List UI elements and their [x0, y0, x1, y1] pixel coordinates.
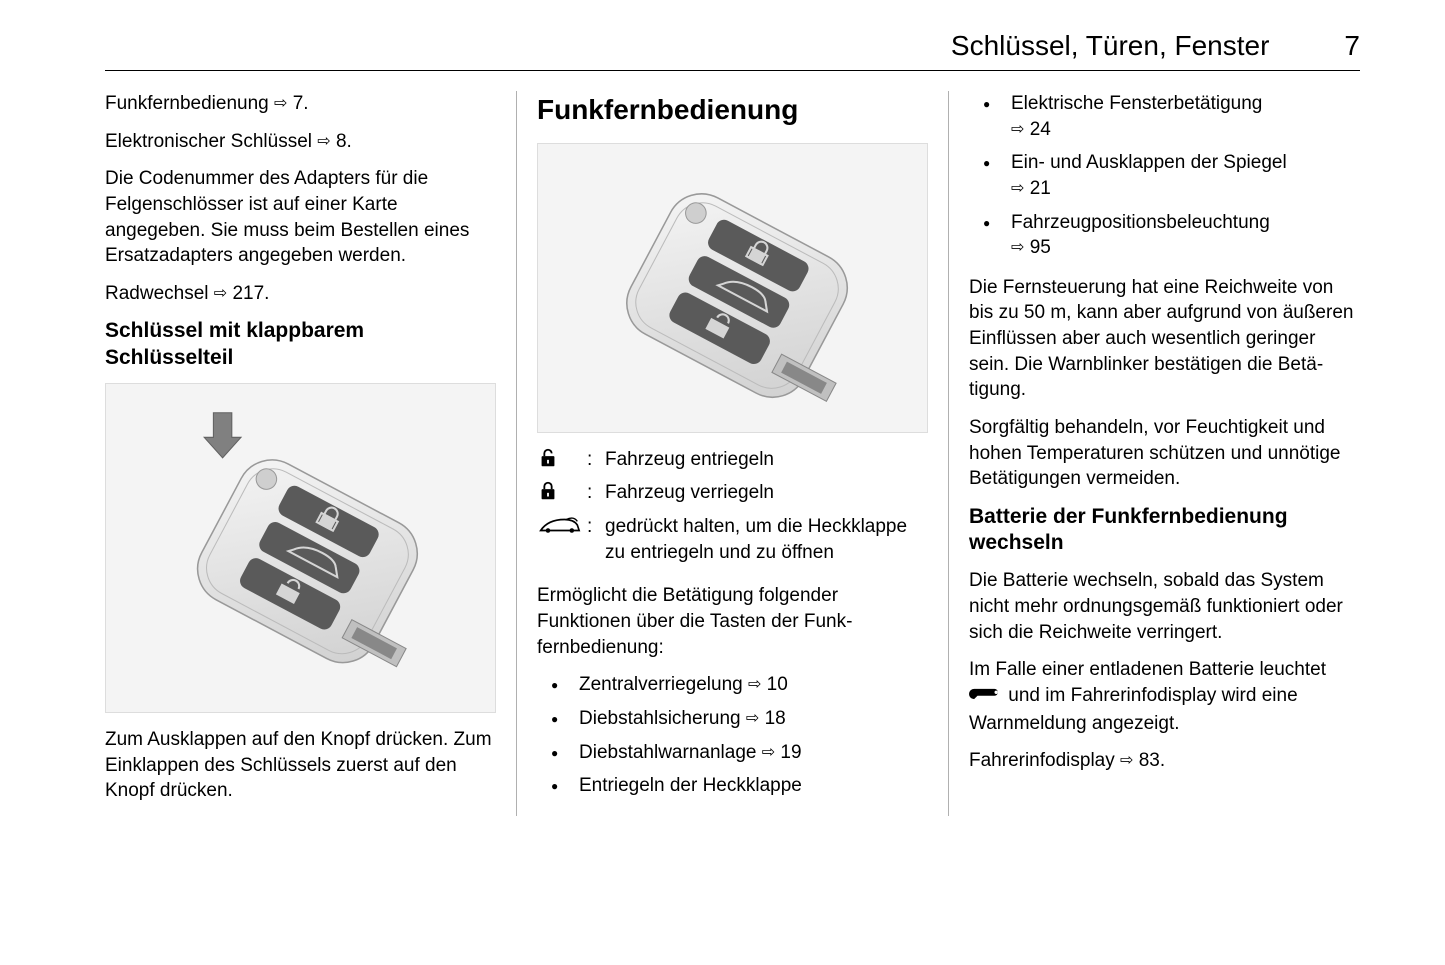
- para-care: Sorgfältig behandeln, vor Feuchtig­keit …: [969, 415, 1360, 492]
- para-electronic-key-ref: Elektronischer Schlüssel ⇨ 8.: [105, 129, 496, 155]
- key-fob-illustration-2: [538, 144, 927, 432]
- bullet-theft-deterrent: Diebstahlsicherung ⇨ 18: [537, 706, 928, 732]
- para-code-number: Die Codenummer des Adapters für die Felg…: [105, 166, 496, 269]
- header-title: Schlüssel, Türen, Fenster: [951, 30, 1270, 62]
- wrench-icon: [969, 685, 1003, 711]
- content-columns: Funkfernbedienung ⇨ 7. Elektronischer Sc…: [105, 91, 1360, 816]
- para-discharged-battery: Im Falle einer entladenen Batterie leuch…: [969, 657, 1360, 736]
- para-driver-display-ref: Fahrerinfodisplay ⇨ 83.: [969, 748, 1360, 774]
- ref-arrow-icon: ⇨: [762, 742, 775, 764]
- figure-flip-key: [105, 383, 496, 713]
- para-range: Die Fernsteuerung hat eine Reich­weite v…: [969, 275, 1360, 403]
- column-1: Funkfernbedienung ⇨ 7. Elektronischer Sc…: [105, 91, 514, 816]
- tailgate-icon: [537, 514, 587, 569]
- key-fob-illustration: [106, 384, 495, 712]
- figure-remote-key: [537, 143, 928, 433]
- legend-unlock-text: Fahrzeug entriegeln: [605, 447, 928, 481]
- ref-arrow-icon: ⇨: [748, 674, 761, 696]
- column-divider: [516, 91, 517, 816]
- bullet-mirrors: Ein- und Ausklappen der Spiegel ⇨ 21: [969, 150, 1360, 201]
- legend-tailgate-text: gedrückt halten, um die Heckklappe zu en…: [605, 514, 928, 569]
- header-page-number: 7: [1344, 30, 1360, 62]
- ref-arrow-icon: ⇨: [1120, 750, 1133, 772]
- press-arrow-icon: [204, 413, 241, 458]
- heading-flip-key: Schlüssel mit klappbarem Schlüsselteil: [105, 318, 496, 371]
- bullet-position-lights: Fahrzeugpositionsbeleuchtung ⇨ 95: [969, 210, 1360, 261]
- para-remote-ref: Funkfernbedienung ⇨ 7.: [105, 91, 496, 117]
- bullet-tailgate-unlock: Entriegeln der Heckklappe: [537, 773, 928, 799]
- bullet-alarm: Diebstahlwarnanlage ⇨ 19: [537, 740, 928, 766]
- heading-remote-control: Funkfernbedienung: [537, 91, 928, 129]
- para-replace-battery: Die Batterie wechseln, sobald das System…: [969, 568, 1360, 645]
- bullet-windows: Elektrische Fensterbetätigung ⇨ 24: [969, 91, 1360, 142]
- ref-arrow-icon: ⇨: [1011, 237, 1024, 259]
- para-flip-instructions: Zum Ausklappen auf den Knopf drücken. Zu…: [105, 727, 496, 804]
- unlock-icon: [537, 447, 587, 481]
- column-2: Funkfernbedienung: [519, 91, 946, 816]
- lock-icon: [537, 480, 587, 514]
- bullet-central-locking: Zentralverriegelung ⇨ 10: [537, 672, 928, 698]
- function-list-cont: Elektrische Fensterbetätigung ⇨ 24 Ein- …: [969, 91, 1360, 261]
- ref-arrow-icon: ⇨: [214, 283, 227, 305]
- para-functions-intro: Ermöglicht die Betätigung folgender Funk…: [537, 583, 928, 660]
- ref-arrow-icon: ⇨: [317, 131, 330, 153]
- ref-arrow-icon: ⇨: [1011, 119, 1024, 141]
- ref-arrow-icon: ⇨: [274, 93, 287, 115]
- ref-arrow-icon: ⇨: [746, 708, 759, 730]
- button-legend: : Fahrzeug entriegeln : Fahrzeug verrieg…: [537, 447, 928, 570]
- column-divider: [948, 91, 949, 816]
- column-3: Elektrische Fensterbetätigung ⇨ 24 Ein- …: [951, 91, 1360, 816]
- page-header: Schlüssel, Türen, Fenster 7: [105, 30, 1360, 71]
- legend-lock-text: Fahrzeug verriegeln: [605, 480, 928, 514]
- para-wheel-change-ref: Radwechsel ⇨ 217.: [105, 281, 496, 307]
- ref-arrow-icon: ⇨: [1011, 178, 1024, 200]
- heading-battery: Batterie der Funkfernbedienung wechseln: [969, 504, 1360, 557]
- function-list: Zentralverriegelung ⇨ 10 Diebstahlsicher…: [537, 672, 928, 799]
